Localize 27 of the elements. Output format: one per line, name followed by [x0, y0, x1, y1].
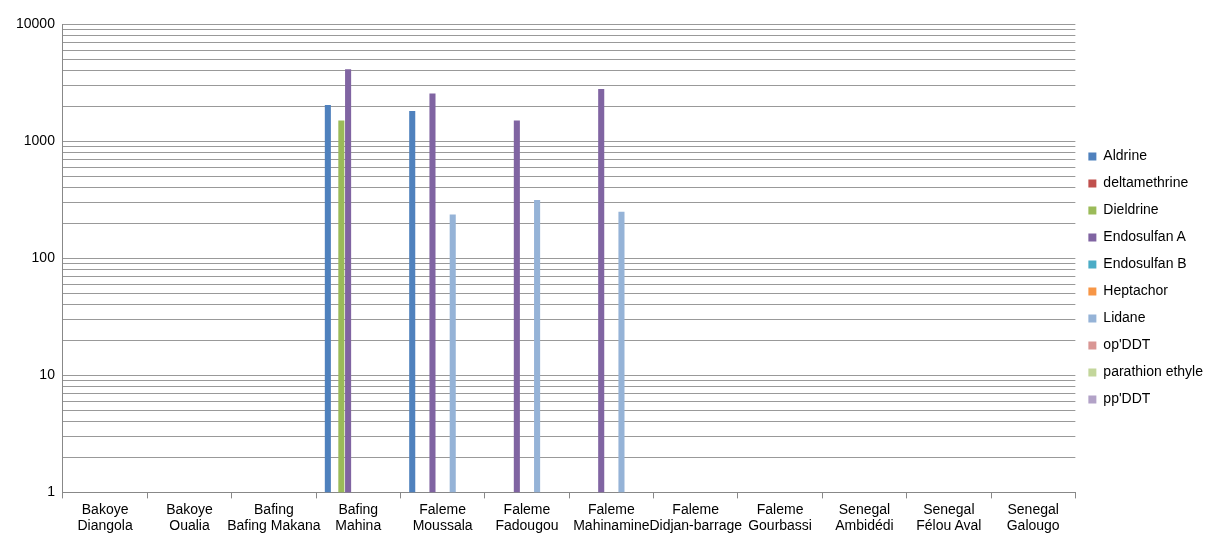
x-tick-label: Bafing Bafing Makana: [227, 500, 321, 534]
legend-label: Heptachor: [1103, 282, 1169, 299]
legend-label: Lidane: [1103, 309, 1146, 326]
x-tick-label: Faleme Fadougou: [495, 500, 559, 534]
y-tick-label: 1000: [23, 132, 56, 149]
y-tick-label: 100: [31, 249, 56, 266]
legend-label: Dieldrine: [1103, 201, 1159, 218]
x-tick-label: Bakoye Diangola: [77, 500, 133, 534]
x-tick-label: Senegal Ambidédi: [835, 500, 894, 534]
x-tick-label: Bakoye Oualia: [166, 500, 214, 534]
x-tick-label: Faleme Mahinamine: [573, 500, 650, 534]
legend-label: parathion ethyle: [1103, 363, 1204, 380]
y-tick-label: 10000: [15, 15, 56, 32]
x-tick-label: Bafing Mahina: [335, 500, 382, 534]
legend-label: pp'DDT: [1103, 390, 1151, 407]
y-tick-label: 10: [39, 366, 56, 383]
legend-label: Endosulfan A: [1103, 228, 1187, 245]
x-tick-label: Faleme Gourbassi: [748, 500, 812, 534]
legend-label: op'DDT: [1103, 336, 1151, 353]
x-tick-label: Senegal Félou Aval: [916, 500, 982, 534]
legend-label: deltamethrine: [1103, 174, 1189, 191]
x-tick-label: Faleme Moussala: [412, 500, 473, 534]
x-tick-label: Faleme Didjan-barrage: [649, 500, 743, 534]
y-tick-label: 1: [47, 483, 56, 500]
legend-label: Aldrine: [1103, 147, 1148, 164]
legend-label: Endosulfan B: [1103, 255, 1187, 272]
x-tick-label: Senegal Galougo: [1006, 500, 1060, 534]
